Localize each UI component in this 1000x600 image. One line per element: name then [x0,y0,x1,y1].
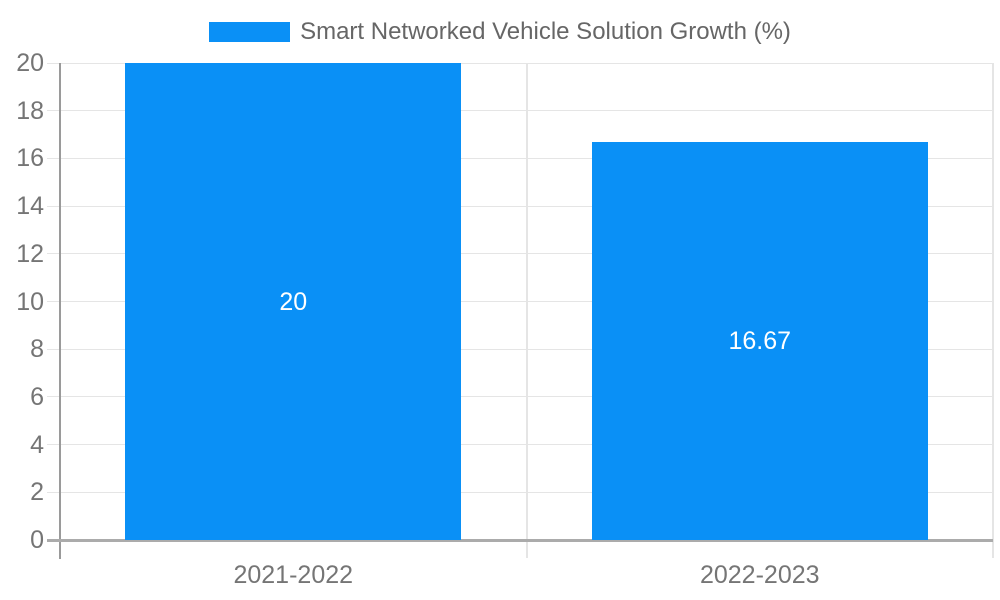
y-axis-tick-label: 6 [30,382,44,411]
y-axis-tick-label: 18 [16,96,44,125]
y-axis-tick-label: 4 [30,430,44,459]
legend-swatch-icon [209,22,291,42]
y-axis-tick-label: 16 [16,144,44,173]
y-axis-tick-label: 12 [16,239,44,268]
y-gridline [47,253,993,255]
bar[interactable] [591,142,928,540]
y-gridline [47,205,993,207]
y-gridline [47,348,993,350]
bar-value-label: 16.67 [728,327,792,356]
x-axis-line [47,538,993,542]
y-axis-line [59,63,61,559]
y-gridline [47,157,993,159]
bar-value-label: 20 [279,287,308,316]
y-axis-tick-label: 14 [16,192,44,221]
x-gridline [992,63,994,558]
y-gridline [47,110,993,112]
legend-item[interactable]: Smart Networked Vehicle Solution Growth … [0,18,1000,46]
y-axis-tick-label: 0 [30,526,44,554]
y-gridline [47,62,993,64]
x-axis-category-label: 2021-2022 [233,561,354,589]
y-axis-tick-label: 20 [16,49,44,77]
y-axis-tick-label: 8 [30,335,44,364]
y-gridline [47,444,993,446]
y-axis-tick-label: 2 [30,478,44,507]
y-axis-tick-label: 10 [16,287,44,316]
legend-label: Smart Networked Vehicle Solution Growth … [300,18,791,45]
bar[interactable] [125,63,462,540]
x-gridline [525,63,528,558]
y-gridline [47,301,993,302]
y-gridline [47,396,993,398]
x-axis-category-label: 2022-2023 [699,561,820,589]
y-gridline [47,491,993,493]
